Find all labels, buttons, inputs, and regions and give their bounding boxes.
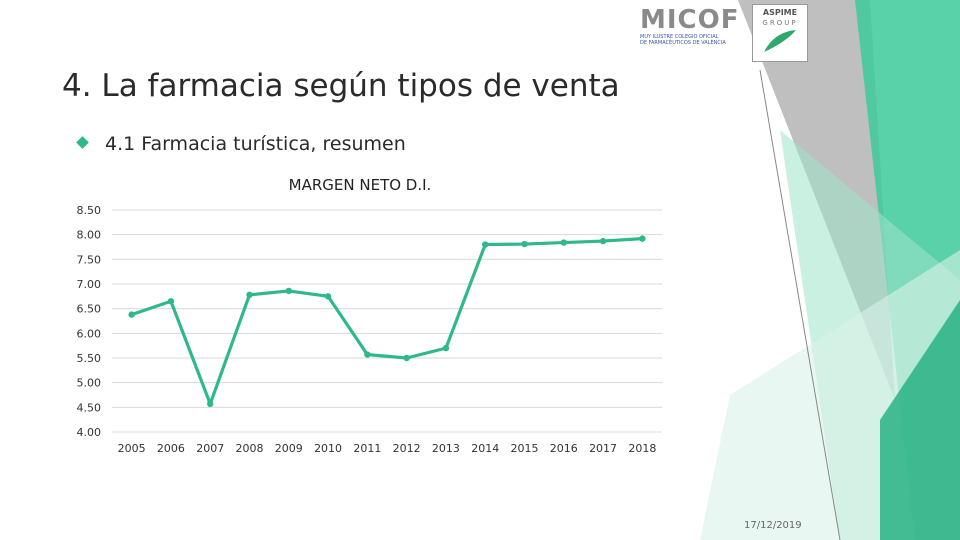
chart-title: MARGEN NETO D.I. bbox=[288, 176, 432, 194]
x-tick-label: 2006 bbox=[157, 442, 185, 455]
y-tick-label: 5.50 bbox=[77, 352, 102, 365]
series-line bbox=[130, 237, 644, 406]
x-tick-label: 2005 bbox=[118, 442, 146, 455]
data-point bbox=[364, 351, 371, 358]
bullet-item: 4.1 Farmacia turística, resumen bbox=[76, 133, 406, 155]
x-tick-label: 2012 bbox=[393, 442, 421, 455]
y-tick-label: 5.00 bbox=[77, 377, 102, 390]
data-point bbox=[128, 311, 135, 318]
y-tick-label: 7.00 bbox=[77, 278, 102, 291]
y-tick-label: 6.00 bbox=[77, 327, 102, 340]
data-point bbox=[442, 344, 450, 352]
y-tick-label: 8.00 bbox=[77, 229, 102, 242]
x-tick-label: 2018 bbox=[628, 442, 656, 455]
x-tick-label: 2017 bbox=[589, 442, 617, 455]
x-tick-label: 2007 bbox=[196, 442, 224, 455]
data-point bbox=[560, 239, 567, 246]
aspime-logo-group: GROUP bbox=[762, 19, 798, 27]
x-tick-label: 2009 bbox=[275, 442, 303, 455]
x-tick-label: 2008 bbox=[236, 442, 264, 455]
data-point bbox=[639, 235, 646, 242]
y-tick-label: 8.50 bbox=[77, 204, 102, 217]
data-point bbox=[207, 400, 214, 408]
dark-green-shape bbox=[880, 300, 960, 540]
data-point bbox=[285, 287, 292, 295]
aspime-leaf-icon bbox=[764, 30, 796, 52]
data-point bbox=[482, 241, 489, 248]
data-point bbox=[167, 298, 175, 305]
x-tick-label: 2010 bbox=[314, 442, 342, 455]
slide-title: 4. La farmacia según tipos de venta bbox=[62, 68, 620, 104]
x-tick-label: 2013 bbox=[432, 442, 460, 455]
x-tick-label: 2011 bbox=[353, 442, 381, 455]
data-point bbox=[246, 291, 253, 299]
data-point bbox=[599, 237, 607, 245]
bullet-text: 4.1 Farmacia turística, resumen bbox=[105, 133, 406, 155]
footer-date: 17/12/2019 bbox=[744, 520, 802, 531]
y-tick-label: 4.00 bbox=[77, 426, 102, 439]
aspime-logo-name: ASPIME bbox=[762, 8, 798, 17]
x-tick-label: 2014 bbox=[471, 442, 499, 455]
micof-logo-sub-1: MUY ILUSTRE COLEGIO OFICIAL bbox=[640, 34, 719, 40]
data-point bbox=[324, 293, 332, 300]
x-tick-label: 2015 bbox=[511, 442, 539, 455]
micof-logo-name: MICOF bbox=[640, 5, 740, 35]
data-point bbox=[521, 240, 528, 248]
y-tick-label: 6.50 bbox=[77, 303, 102, 316]
aspime-logo: ASPIME GROUP bbox=[752, 4, 808, 62]
micof-logo-sub-2: DE FARMACÉUTICOS DE VALENCIA bbox=[640, 40, 726, 46]
decor-line bbox=[759, 69, 841, 540]
y-tick-label: 7.50 bbox=[77, 253, 102, 266]
micof-logo: MICOF MUY ILUSTRE COLEGIO OFICIAL DE FAR… bbox=[640, 6, 740, 58]
data-point bbox=[403, 354, 410, 362]
x-tick-label: 2016 bbox=[550, 442, 578, 455]
y-tick-label: 4.50 bbox=[77, 401, 102, 414]
